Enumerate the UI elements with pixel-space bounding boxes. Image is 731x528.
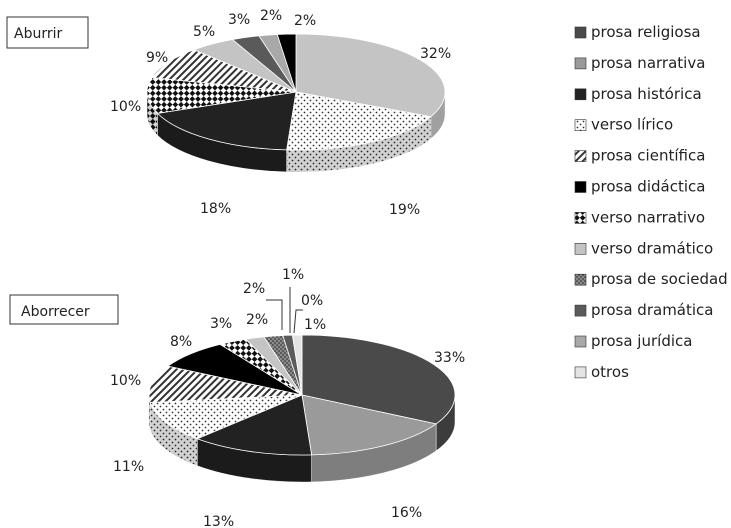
legend-entry: otros	[591, 363, 629, 381]
pie-slice	[291, 334, 303, 396]
data-label: 2%	[260, 8, 282, 24]
legend: prosa religiosa prosa narrativa prosa hist…	[574, 23, 728, 381]
legend-swatch	[574, 150, 587, 162]
data-label: 33%	[434, 350, 465, 366]
legend-swatch	[574, 335, 587, 348]
pie-slice-shade	[149, 395, 151, 430]
pie-slice-shade	[430, 92, 445, 139]
chart-title-box-aborrecer: Aborrecer	[9, 294, 119, 325]
pie-slice	[276, 33, 297, 93]
pie-slice	[146, 77, 297, 114]
data-label: 18%	[200, 201, 231, 217]
pie-slice	[286, 91, 432, 151]
pie-slice	[148, 365, 303, 403]
data-label: 2%	[294, 13, 316, 29]
legend-swatch	[574, 212, 587, 224]
data-label: 10%	[110, 99, 141, 115]
data-label: 19%	[389, 202, 420, 218]
pie-slice-shade	[150, 402, 198, 466]
pie-slice	[301, 394, 438, 456]
data-label: 13%	[203, 514, 234, 528]
data-label: 1%	[282, 267, 304, 283]
pie-slice-shade	[197, 438, 312, 482]
data-label: 3%	[210, 316, 232, 332]
data-label: 10%	[110, 373, 141, 389]
pie-slice	[301, 334, 456, 425]
data-label: 11%	[113, 459, 144, 475]
pie-slice-shade	[286, 116, 431, 172]
data-label: 5%	[193, 24, 215, 40]
legend-entry: prosa dramática	[591, 301, 713, 319]
legend-swatch	[574, 366, 587, 379]
data-label: 16%	[391, 505, 422, 521]
legend-swatch	[574, 119, 587, 131]
legend-swatch	[574, 273, 587, 286]
data-label: 2%	[246, 312, 268, 328]
pie-slice	[150, 49, 297, 93]
data-label: 8%	[170, 334, 192, 350]
labels-aborrecer: 33% 16% 13% 11% 10% 8% 3% 2% 2% 1% 0% 1%	[110, 267, 465, 528]
legend-swatch	[574, 304, 587, 317]
legend-swatch	[574, 181, 587, 193]
legend-entry: prosa de sociedad	[591, 270, 728, 288]
chart-title-aborrecer: Aborrecer	[21, 304, 90, 320]
legend-entry: prosa didáctica	[591, 178, 705, 196]
legend-swatch	[574, 57, 587, 70]
legend-entry: verso narrativo	[591, 208, 705, 226]
data-label: 3%	[228, 12, 250, 28]
data-label: 32%	[420, 46, 451, 62]
legend-entry: verso lírico	[591, 116, 673, 134]
legend-entry: prosa científica	[591, 147, 705, 165]
pie-slice	[156, 91, 297, 151]
data-label: 1%	[304, 317, 326, 333]
legend-swatch	[574, 88, 587, 101]
chart-title-box-aburrir: Aburrir	[6, 16, 89, 49]
legend-entry: prosa histórica	[591, 85, 702, 103]
pie-slice	[149, 394, 303, 440]
pie-slice-shade	[436, 395, 456, 451]
legend-entry: verso dramático	[591, 239, 713, 257]
legend-swatch	[574, 26, 587, 39]
legend-entry: prosa jurídica	[591, 332, 692, 350]
data-label: 2%	[243, 281, 265, 297]
leader-lines-aborrecer	[266, 287, 303, 334]
pie-slice-shade	[311, 423, 437, 482]
pie-slice	[196, 394, 313, 456]
pie-chart-aburrir	[146, 33, 446, 173]
legend-entry: prosa narrativa	[591, 54, 705, 72]
data-label: 0%	[301, 293, 323, 309]
labels-aburrir: 32% 19% 18% 10% 9% 5% 3% 2% 2%	[110, 8, 451, 218]
chart-title-aburrir: Aburrir	[14, 26, 62, 42]
pie-chart-aborrecer	[148, 334, 456, 483]
legend-entry: prosa religiosa	[591, 23, 701, 41]
pie-slice	[295, 33, 446, 118]
data-label: 9%	[146, 50, 168, 66]
legend-swatch	[574, 243, 587, 255]
